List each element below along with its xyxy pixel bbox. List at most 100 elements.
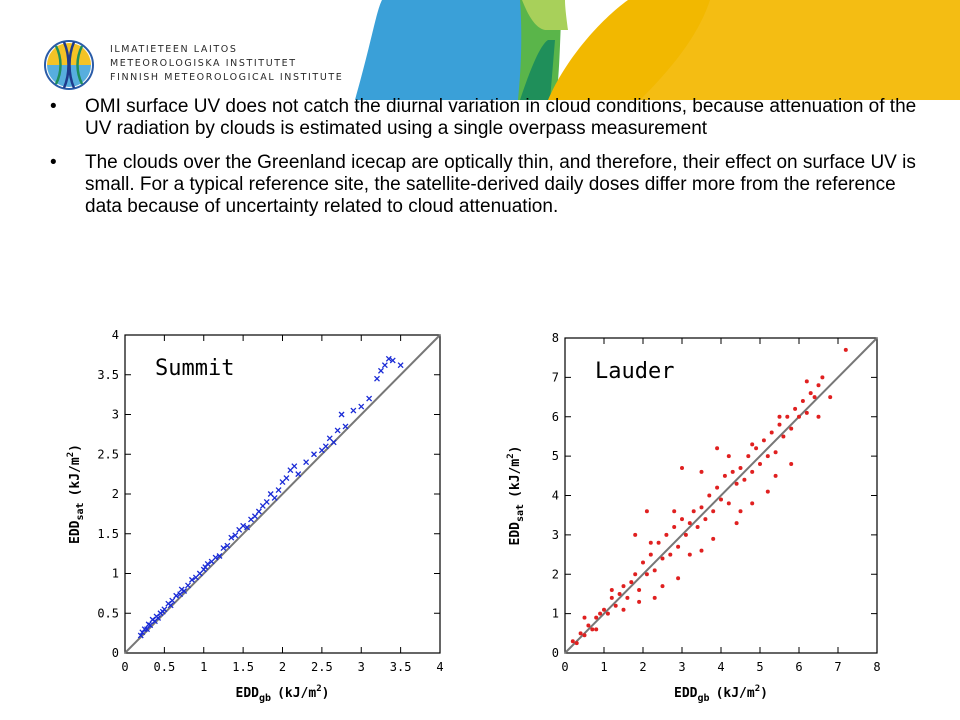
data-point	[598, 611, 603, 616]
x-tick-label: 3.5	[390, 660, 412, 674]
data-point	[719, 497, 723, 502]
data-point	[330, 439, 337, 446]
data-point	[240, 522, 247, 529]
summit-scatter-chart: 0 0.5 1 1.5 2 2.5 3 3.5 4 0 0.5 1 1.5 2 2.5 3 3.5 4 Summit…	[66, 328, 444, 704]
banner-orange-band	[640, 0, 960, 100]
bullet-text: The clouds over the Greenland icecap are…	[85, 152, 916, 217]
data-point	[291, 463, 298, 470]
data-point	[722, 473, 727, 478]
data-point	[637, 588, 642, 592]
y-tick-label: 4	[112, 328, 119, 342]
data-point	[590, 627, 595, 632]
data-point	[137, 632, 144, 639]
y-axis-label: EDDsat(kJ/m2)	[66, 444, 86, 544]
data-point	[797, 414, 801, 419]
x-tick-label: 8	[873, 660, 880, 674]
data-point	[711, 536, 716, 541]
data-point	[389, 357, 396, 364]
y-tick-label: 1	[112, 567, 119, 581]
data-point	[738, 509, 743, 514]
data-point	[695, 525, 700, 529]
data-point	[676, 576, 681, 581]
data-point	[687, 521, 692, 526]
data-point	[621, 607, 626, 612]
data-point	[758, 462, 762, 466]
data-point	[699, 505, 704, 510]
data-point	[303, 459, 310, 466]
y-tick-label: 2.5	[97, 447, 119, 461]
data-point	[828, 395, 833, 400]
fmi-logo-mark-icon	[44, 40, 94, 90]
data-point	[715, 446, 720, 451]
data-point	[691, 509, 696, 514]
data-point	[295, 471, 302, 478]
data-point	[668, 552, 673, 557]
x-axis-label: EDDgb (kJ/m2)	[236, 684, 330, 704]
data-point	[338, 411, 345, 418]
data-point	[699, 548, 704, 553]
data-point	[777, 422, 782, 427]
data-point	[804, 379, 809, 384]
y-tick-label: 2	[112, 487, 119, 501]
data-point	[570, 639, 575, 644]
data-point	[746, 454, 751, 459]
y-tick-label: 1	[552, 607, 559, 621]
data-point	[765, 454, 770, 459]
y-tick-label: 1.5	[97, 527, 119, 541]
data-point	[609, 595, 614, 600]
data-point	[734, 481, 739, 486]
data-point	[699, 469, 704, 474]
data-point	[173, 592, 180, 599]
data-point	[385, 355, 392, 362]
y-tick-label: 7	[552, 370, 559, 384]
data-point	[680, 517, 684, 522]
data-point	[185, 582, 191, 589]
chart-title: Lauder	[595, 359, 674, 384]
data-point	[761, 438, 766, 443]
data-point	[609, 588, 614, 592]
data-point	[785, 414, 790, 419]
data-point	[161, 606, 168, 613]
data-point	[381, 362, 388, 369]
y-tick-label: 3.5	[97, 368, 119, 382]
data-point	[188, 576, 195, 583]
data-point	[311, 451, 317, 458]
data-point	[377, 367, 384, 374]
data-point	[773, 473, 778, 478]
data-point	[652, 568, 657, 573]
data-point	[582, 615, 587, 620]
y-tick-label: 4	[552, 489, 559, 503]
data-point	[808, 391, 813, 396]
data-point	[648, 540, 653, 545]
data-point	[263, 498, 270, 505]
x-tick-label: 6	[795, 660, 802, 674]
data-point	[633, 532, 638, 537]
bullet-item: • The clouds over the Greenland icecap a…	[48, 152, 928, 218]
x-tick-label: 1.5	[232, 660, 254, 674]
data-point	[793, 406, 798, 411]
x-tick-label: 2.5	[311, 660, 333, 674]
data-point	[224, 542, 231, 549]
data-point	[683, 532, 688, 537]
logo-line-2: METEOROLOGISKA INSTITUTET	[110, 58, 297, 69]
banner-darkgreen-band	[520, 40, 555, 100]
data-point	[602, 607, 606, 612]
x-tick-label: 3	[678, 660, 685, 674]
y-tick-label: 6	[552, 410, 559, 424]
data-point	[820, 375, 825, 380]
bullet-list: • OMI surface UV does not catch the diur…	[48, 96, 928, 230]
data-point	[232, 532, 239, 539]
x-tick-label: 4	[436, 660, 443, 674]
one-to-one-line	[124, 334, 441, 654]
banner-lime-band	[522, 0, 568, 30]
lauder-scatter-chart: 0 1 2 3 4 5 6 7 8 0 1 2 3 4 5 6 7 8 Lauder EDDgb (kJ/m2) EDDs…	[506, 331, 881, 704]
data-point	[594, 615, 599, 620]
data-point	[660, 584, 665, 589]
y-tick-label: 0.5	[97, 606, 119, 620]
x-tick-label: 0	[561, 660, 568, 674]
fmi-logo: ILMATIETEEN LAITOS METEOROLOGISKA INSTIT…	[42, 38, 342, 90]
data-point	[167, 602, 174, 609]
data-point	[707, 493, 712, 498]
data-point	[204, 561, 211, 567]
header-banner	[355, 0, 960, 100]
